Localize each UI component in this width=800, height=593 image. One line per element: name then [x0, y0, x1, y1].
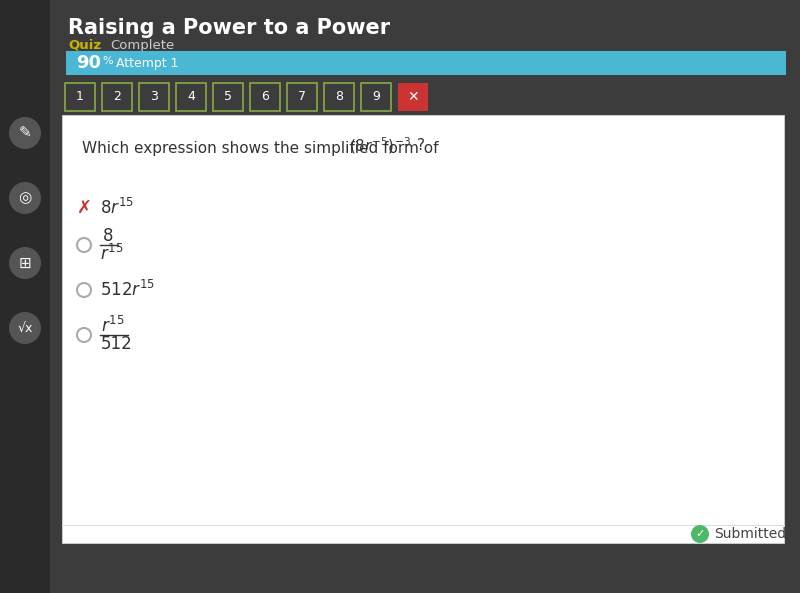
Text: 6: 6: [261, 91, 269, 104]
FancyBboxPatch shape: [66, 51, 786, 75]
Text: Attempt 1: Attempt 1: [116, 56, 178, 69]
Text: Which expression shows the simplified form of: Which expression shows the simplified fo…: [82, 141, 438, 155]
Text: Raising a Power to a Power: Raising a Power to a Power: [68, 18, 390, 38]
Text: $512r^{15}$: $512r^{15}$: [100, 280, 155, 300]
Text: $r^{15}$: $r^{15}$: [100, 244, 123, 264]
FancyBboxPatch shape: [62, 115, 784, 543]
FancyBboxPatch shape: [0, 0, 50, 593]
Text: 4: 4: [187, 91, 195, 104]
Text: ◎: ◎: [18, 190, 32, 206]
Text: ✗: ✗: [77, 199, 91, 217]
Circle shape: [9, 312, 41, 344]
Text: ⊞: ⊞: [18, 256, 31, 270]
Text: 7: 7: [298, 91, 306, 104]
Text: 5: 5: [224, 91, 232, 104]
Text: 2: 2: [113, 91, 121, 104]
Text: ✓: ✓: [695, 529, 705, 539]
Text: $8r^{15}$: $8r^{15}$: [100, 198, 134, 218]
Text: 8: 8: [102, 227, 114, 245]
Text: 3: 3: [150, 91, 158, 104]
Text: 90: 90: [76, 54, 101, 72]
Circle shape: [9, 247, 41, 279]
Text: 9: 9: [372, 91, 380, 104]
Text: $r^{15}$: $r^{15}$: [102, 316, 125, 336]
Text: ✕: ✕: [407, 90, 419, 104]
Text: Quiz: Quiz: [68, 39, 101, 52]
Circle shape: [691, 525, 709, 543]
Text: 512: 512: [101, 335, 133, 353]
Text: $\left(8r^{-5}\right)^{-3}$: $\left(8r^{-5}\right)^{-3}$: [349, 136, 411, 157]
Text: %: %: [102, 56, 113, 66]
Text: Submitted: Submitted: [714, 527, 786, 541]
Text: √x: √x: [18, 321, 33, 334]
Text: ?: ?: [417, 139, 425, 154]
FancyBboxPatch shape: [398, 83, 428, 111]
Text: 8: 8: [335, 91, 343, 104]
Text: Complete: Complete: [110, 39, 174, 52]
Circle shape: [9, 182, 41, 214]
Text: 1: 1: [76, 91, 84, 104]
Text: ✎: ✎: [18, 126, 31, 141]
Circle shape: [9, 117, 41, 149]
